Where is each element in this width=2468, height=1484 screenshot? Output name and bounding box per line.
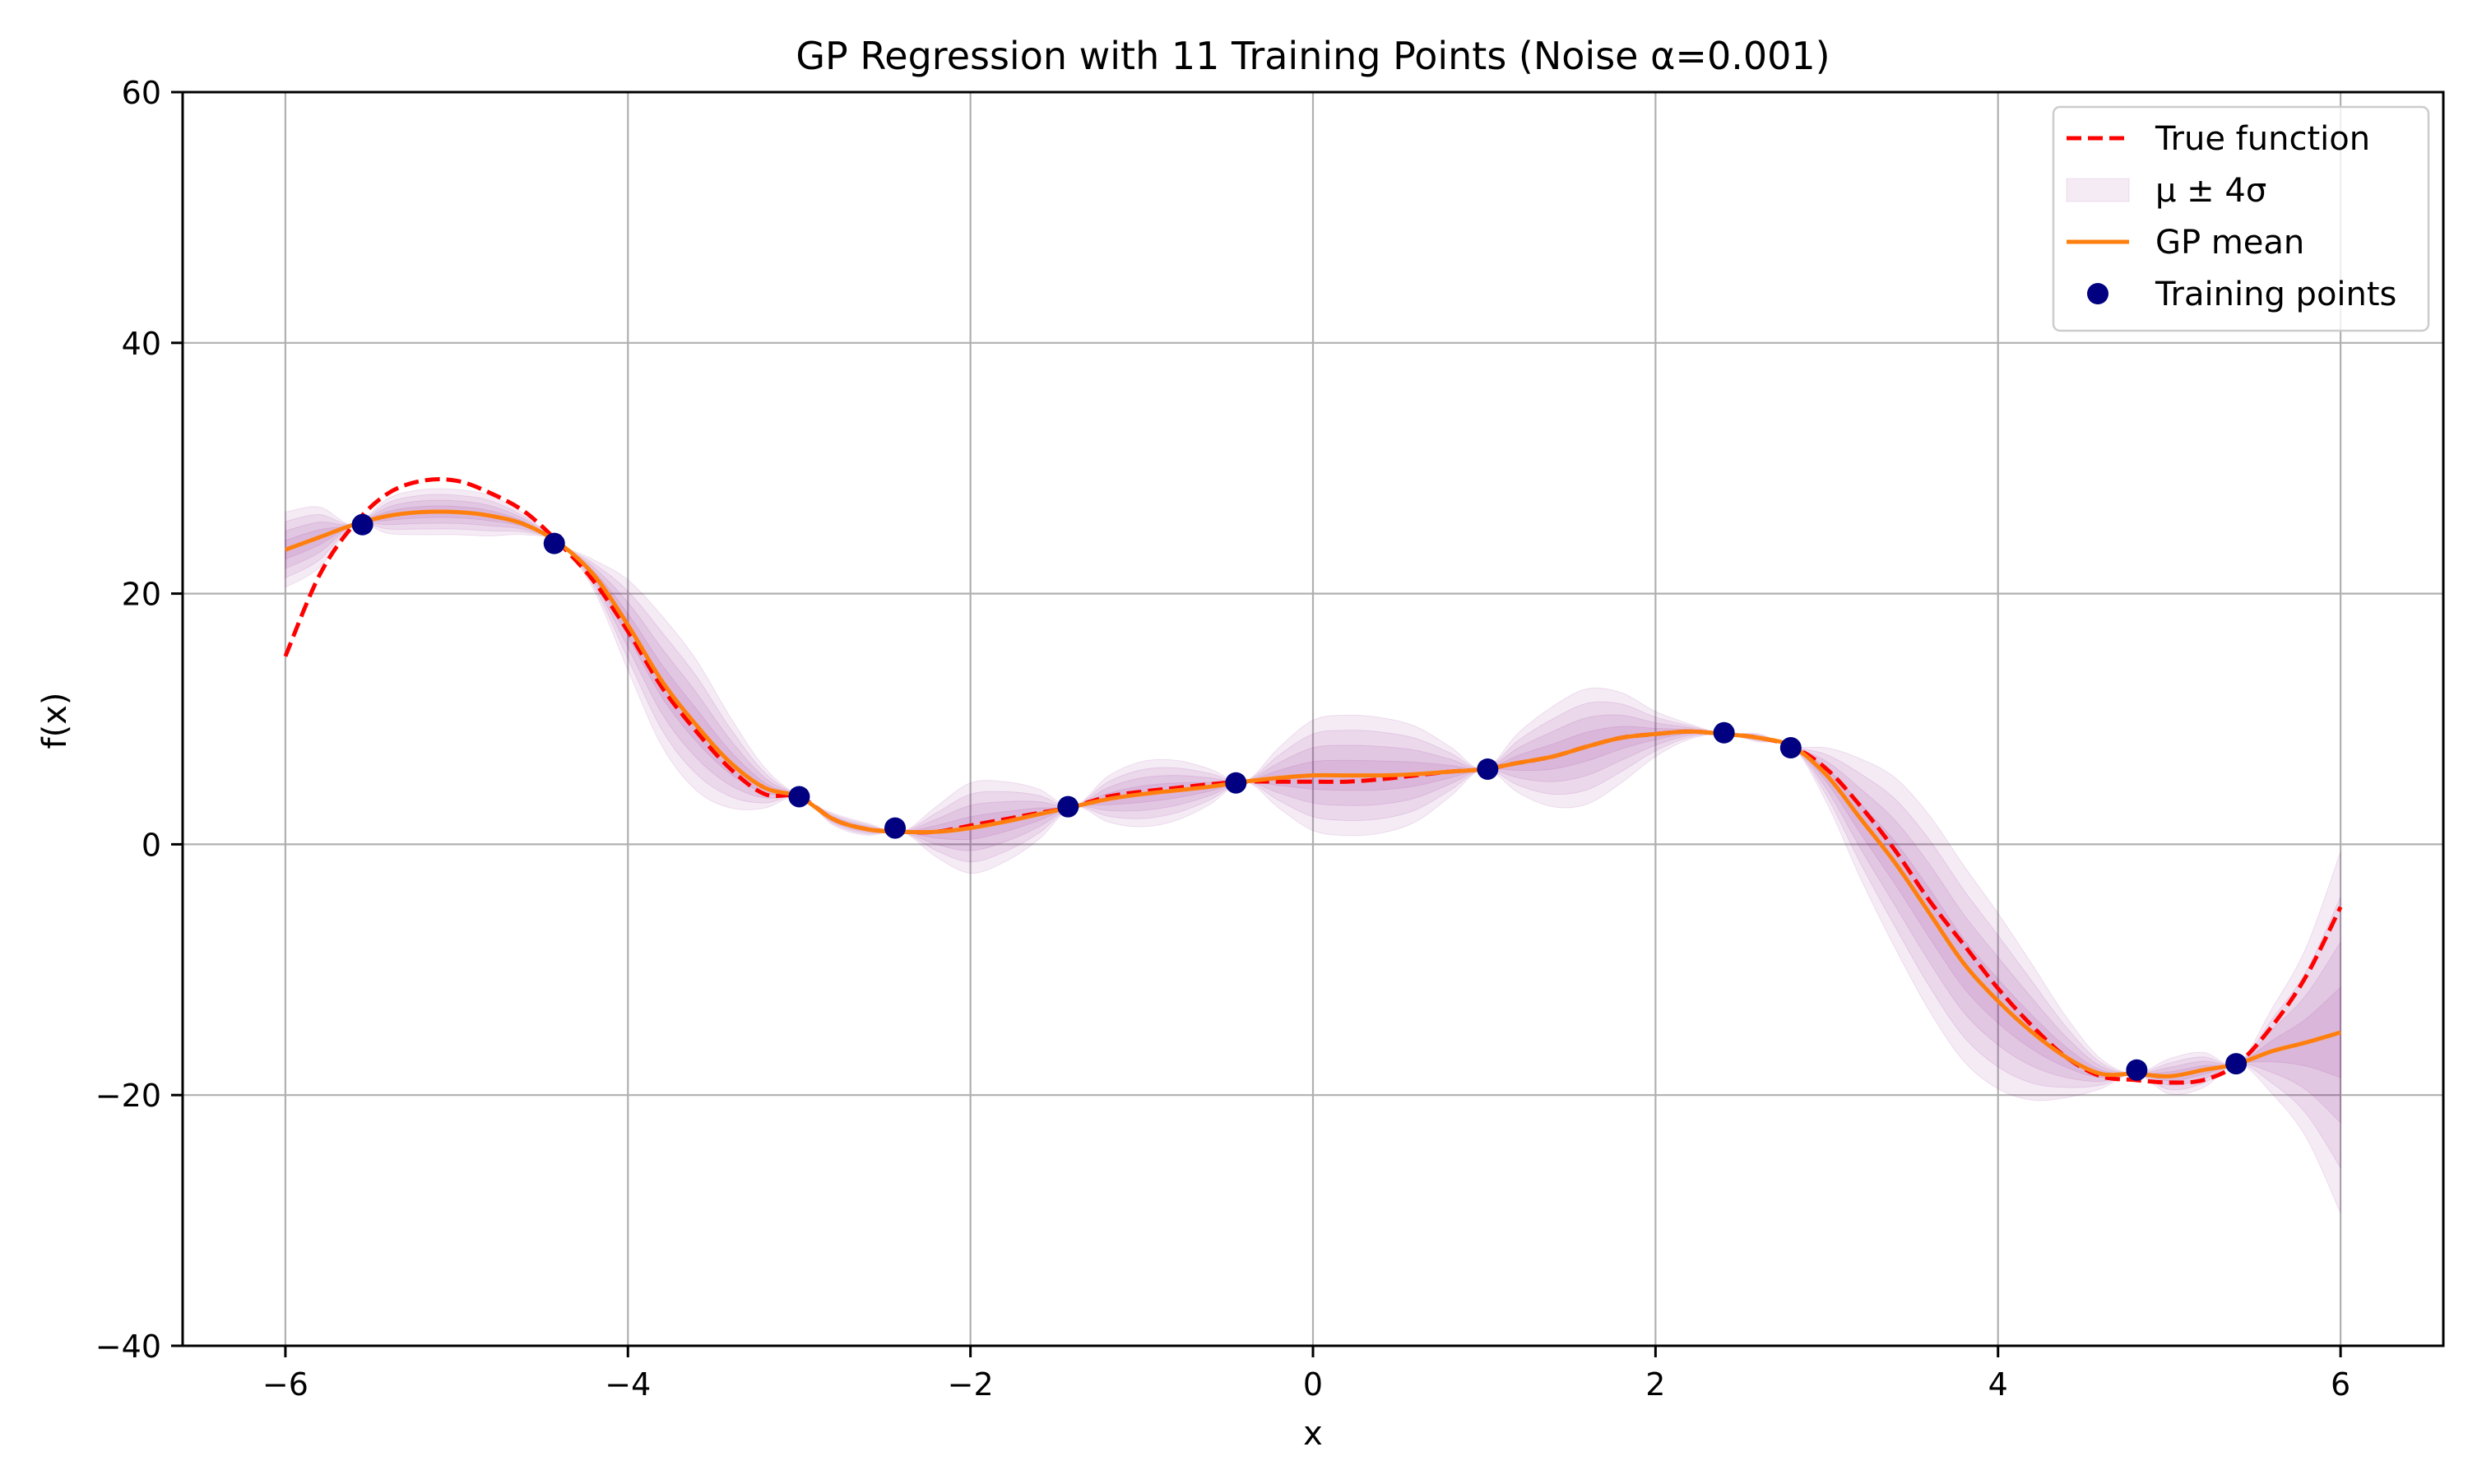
x-tick-label: −6 — [262, 1366, 308, 1403]
gp-mean-line — [285, 509, 2341, 1078]
legend-label-true: True function — [2155, 120, 2370, 158]
training-point — [788, 786, 810, 808]
y-tick-label: 0 — [141, 827, 161, 863]
x-tick-label: 4 — [1988, 1366, 2008, 1403]
y-tick-label: 60 — [122, 75, 161, 111]
y-tick-label: 20 — [122, 577, 161, 613]
training-point — [351, 513, 373, 536]
training-point — [2126, 1059, 2148, 1081]
legend-band-handle — [2066, 178, 2130, 202]
legend-label-mean: GP mean — [2155, 224, 2304, 262]
training-point — [1779, 737, 1802, 759]
y-tick-label: 40 — [122, 326, 161, 362]
y-axis-label: f(x) — [36, 693, 74, 749]
x-tick-label: 2 — [1645, 1366, 1665, 1403]
legend-training-points-handle — [2087, 283, 2108, 304]
true-function-line — [283, 477, 2343, 1085]
legend-label-points: Training points — [2155, 276, 2396, 313]
x-tick-label: 6 — [2331, 1366, 2350, 1403]
uncertainty-band-1sigma — [285, 505, 2341, 1082]
y-tick-label: −20 — [95, 1078, 161, 1114]
uncertainty-bands — [285, 488, 2341, 1213]
x-tick-label: 0 — [1303, 1366, 1323, 1403]
uncertainty-band-2sigma — [285, 499, 2341, 1124]
training-point — [2225, 1053, 2248, 1075]
legend: True function μ ± 4σ GP mean Training point… — [2052, 105, 2430, 332]
uncertainty-band-4sigma — [285, 488, 2341, 1213]
legend-box — [2052, 105, 2430, 332]
y-tick-label: −40 — [95, 1329, 161, 1365]
x-tick-label: −2 — [948, 1366, 994, 1403]
training-point — [884, 817, 907, 839]
training-points — [351, 513, 2248, 1081]
x-tick-label: −4 — [605, 1366, 651, 1403]
training-point — [543, 532, 565, 554]
training-point — [1225, 772, 1247, 794]
training-point — [1057, 795, 1079, 818]
x-axis-label: x — [1303, 1415, 1323, 1453]
chart-title: GP Regression with 11 Training Points (N… — [796, 34, 1830, 78]
uncertainty-band-3sigma — [285, 494, 2341, 1170]
training-point — [1713, 721, 1735, 744]
series-lines — [283, 477, 2343, 1085]
legend-label-band: μ ± 4σ — [2155, 172, 2266, 210]
training-point — [1477, 758, 1499, 780]
